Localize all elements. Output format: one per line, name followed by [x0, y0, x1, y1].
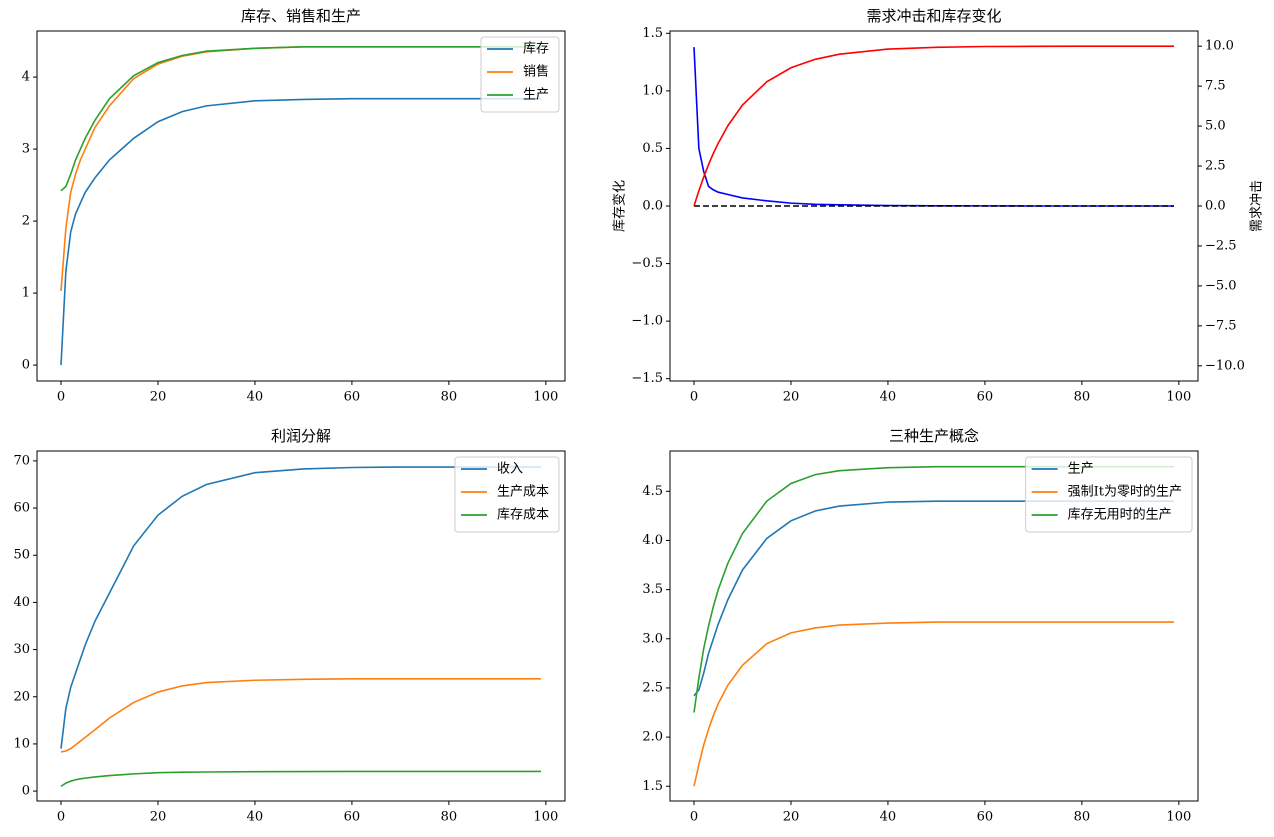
- y-tick-label: 2.5: [642, 680, 663, 695]
- y-tick-label: 0.0: [642, 199, 663, 214]
- y-tick-label: −0.5: [631, 256, 663, 271]
- y-tick-label: 1.5: [642, 26, 663, 41]
- y2-tick-label: 10.0: [1205, 39, 1234, 54]
- legend-label: 生产: [1068, 462, 1094, 477]
- y-tick-label: 0: [22, 358, 30, 373]
- legend-label: 生产成本: [497, 485, 549, 500]
- y-tick-label: 50: [13, 548, 30, 563]
- y-tick-label: 4: [22, 70, 30, 85]
- x-tick-label: 20: [150, 390, 167, 405]
- y-tick-label: 4.5: [642, 484, 663, 499]
- x-tick-label: 20: [783, 810, 800, 825]
- x-tick-label: 80: [441, 810, 458, 825]
- chart-title: 利润分解: [271, 427, 331, 445]
- y-tick-label: 30: [13, 642, 30, 657]
- y-tick-label: 1.5: [642, 779, 663, 794]
- y2-tick-label: 7.5: [1205, 79, 1226, 94]
- chart-title: 需求冲击和库存变化: [866, 7, 1001, 25]
- x-tick-label: 100: [533, 390, 558, 405]
- data-line: [60, 97, 541, 366]
- x-tick-label: 80: [1074, 810, 1091, 825]
- x-tick-label: 40: [880, 810, 897, 825]
- x-tick-label: 80: [441, 390, 458, 405]
- data-line: [693, 45, 1174, 207]
- y2-tick-label: −2.5: [1205, 238, 1237, 253]
- data-line: [60, 678, 541, 753]
- legend-box: [1025, 456, 1193, 533]
- y-tick-label: 1.0: [642, 83, 663, 98]
- x-tick-label: 60: [344, 390, 361, 405]
- y-axis-label: 库存变化: [612, 180, 628, 232]
- x-tick-label: 60: [977, 810, 994, 825]
- y-tick-label: 2: [22, 214, 30, 229]
- y2-tick-label: 2.5: [1205, 159, 1226, 174]
- y-tick-label: 40: [13, 595, 30, 610]
- x-tick-label: 0: [57, 810, 65, 825]
- plot-frame: [36, 30, 566, 382]
- y2-tick-label: −10.0: [1205, 358, 1245, 373]
- x-tick-label: 20: [783, 390, 800, 405]
- plot-frame: [669, 450, 1199, 802]
- legend-label: 库存无用时的生产: [1068, 507, 1172, 523]
- y-tick-label: 60: [13, 501, 30, 516]
- y2-tick-label: −5.0: [1205, 278, 1237, 293]
- x-tick-label: 0: [690, 810, 698, 825]
- x-tick-label: 0: [57, 390, 65, 405]
- y-tick-label: 1: [22, 286, 30, 301]
- y2-tick-label: 0.0: [1205, 199, 1226, 214]
- x-tick-label: 40: [247, 810, 264, 825]
- x-tick-label: 0: [690, 390, 698, 405]
- legend-label: 生产: [523, 88, 549, 103]
- data-line: [693, 621, 1174, 787]
- x-tick-label: 60: [344, 810, 361, 825]
- legend-box: [480, 36, 560, 113]
- y2-tick-label: −7.5: [1205, 318, 1237, 333]
- y-tick-label: 70: [13, 453, 30, 468]
- legend-label: 收入: [497, 462, 523, 477]
- x-tick-label: 20: [150, 810, 167, 825]
- y-tick-label: 3.5: [642, 582, 663, 597]
- legend-label: 库存成本: [497, 507, 549, 523]
- x-tick-label: 80: [1074, 390, 1091, 405]
- y2-tick-label: 5.0: [1205, 119, 1226, 134]
- y-tick-label: 3: [22, 142, 30, 157]
- data-line: [60, 46, 541, 192]
- y-tick-label: 0: [22, 784, 30, 799]
- x-tick-label: 100: [533, 810, 558, 825]
- y-tick-label: 4.0: [642, 533, 663, 548]
- x-tick-label: 40: [880, 390, 897, 405]
- data-line: [60, 466, 541, 749]
- y-tick-label: 0.5: [642, 141, 663, 156]
- y-tick-label: 10: [13, 736, 30, 751]
- legend-label: 库存: [523, 41, 549, 57]
- chart-title: 库存、销售和生产: [241, 7, 361, 25]
- y-tick-label: −1.5: [631, 371, 663, 386]
- legend-box: [454, 456, 560, 533]
- y-tick-label: −1.0: [631, 314, 663, 329]
- x-tick-label: 40: [247, 390, 264, 405]
- x-tick-label: 100: [1166, 390, 1191, 405]
- data-line: [60, 46, 541, 291]
- y-tick-label: 3.0: [642, 631, 663, 646]
- data-line: [693, 47, 1174, 207]
- plot-frame: [36, 450, 566, 802]
- chart-title: 三种生产概念: [889, 427, 979, 445]
- y-tick-label: 2.0: [642, 730, 663, 745]
- x-tick-label: 100: [1166, 810, 1191, 825]
- y2-axis-label: 需求冲击: [1250, 180, 1265, 232]
- y-tick-label: 20: [13, 689, 30, 704]
- x-tick-label: 60: [977, 390, 994, 405]
- legend-label: 强制It为零时的生产: [1068, 484, 1182, 500]
- data-line: [60, 770, 541, 788]
- legend-label: 销售: [523, 64, 549, 80]
